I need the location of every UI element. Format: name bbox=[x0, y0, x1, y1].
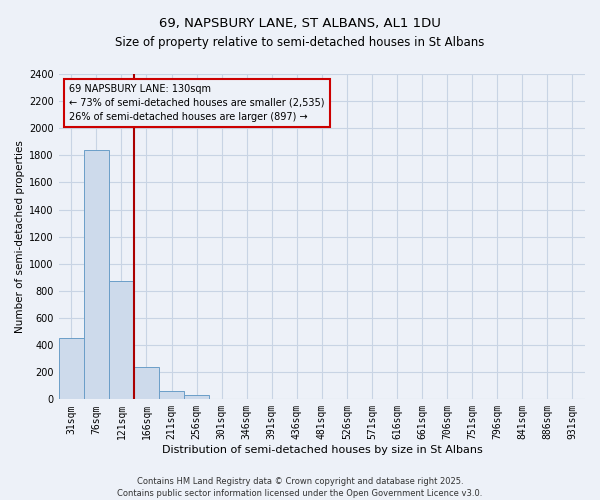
Bar bbox=[184, 396, 209, 400]
Bar bbox=[109, 282, 134, 400]
Bar bbox=[134, 367, 159, 400]
Text: Size of property relative to semi-detached houses in St Albans: Size of property relative to semi-detach… bbox=[115, 36, 485, 49]
Text: 69 NAPSBURY LANE: 130sqm
← 73% of semi-detached houses are smaller (2,535)
26% o: 69 NAPSBURY LANE: 130sqm ← 73% of semi-d… bbox=[70, 84, 325, 122]
X-axis label: Distribution of semi-detached houses by size in St Albans: Distribution of semi-detached houses by … bbox=[161, 445, 482, 455]
Bar bbox=[84, 150, 109, 400]
Text: 69, NAPSBURY LANE, ST ALBANS, AL1 1DU: 69, NAPSBURY LANE, ST ALBANS, AL1 1DU bbox=[159, 18, 441, 30]
Y-axis label: Number of semi-detached properties: Number of semi-detached properties bbox=[15, 140, 25, 333]
Bar bbox=[159, 391, 184, 400]
Text: Contains HM Land Registry data © Crown copyright and database right 2025.
Contai: Contains HM Land Registry data © Crown c… bbox=[118, 476, 482, 498]
Bar bbox=[59, 338, 84, 400]
